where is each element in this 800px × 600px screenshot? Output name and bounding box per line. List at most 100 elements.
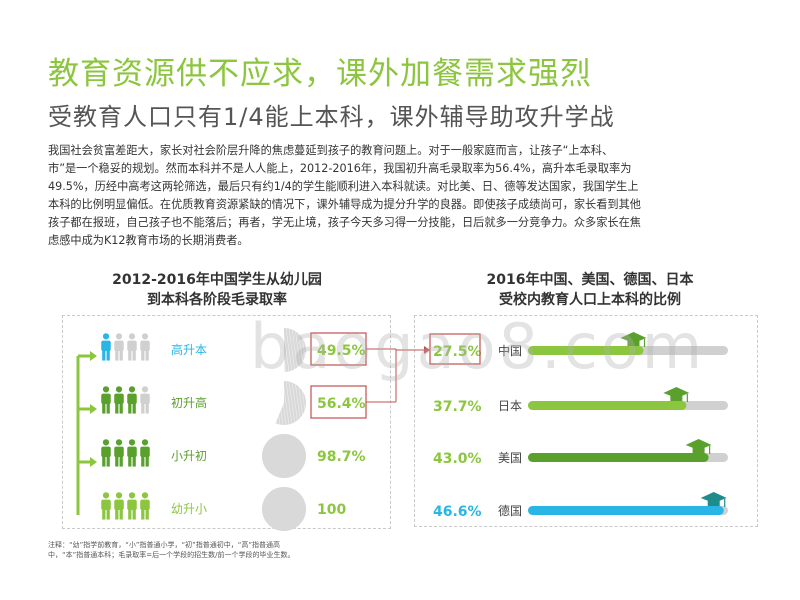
person-body [114,340,124,352]
person-leg [128,456,132,467]
hatch-line [279,380,287,426]
hatch-line [297,327,305,373]
person-body [127,393,137,405]
graduation-cap-icon [663,387,690,402]
person-leg [145,456,149,467]
intro-line: 49.5%，历经中高考这两轮筛选，最后只有约1/4的学生能顺利进入本科就读。对比… [48,180,639,193]
person-head [141,386,149,393]
left-chart-title-line: 到本科各阶段毛录取率 [147,292,287,308]
page-subtitle: 受教育人口只有1/4能上本科，课外辅导助攻升学战 [48,103,615,131]
value-label: 27.5% [433,344,482,360]
stair-arrow-icon [90,351,97,361]
value-label: 37.7% [433,399,482,415]
category-label: 中国 [498,343,522,358]
person-leg [119,350,123,361]
person-leg [115,456,119,467]
value-label: 56.4% [317,396,366,412]
hatch-line [291,380,299,426]
person-leg [106,456,110,467]
person-head [115,386,123,393]
hatch-line [285,327,293,373]
bar [528,506,724,515]
footnote-line: 注释：“幼”指学前教育，“小”指普通小学，“初”指普通初中，“高”指普通高 [48,541,281,549]
person-leg [102,350,106,361]
person-leg [132,456,136,467]
value-label: 100 [317,502,346,518]
hatch-line [276,380,284,426]
people-icon-group [101,439,150,467]
category-label: 高升本 [171,342,207,357]
person-leg [106,350,110,361]
left-chart-title-line: 2012-2016年中国学生从幼儿园 [112,272,322,288]
hatch-line [270,380,278,426]
hatch-line [288,380,296,426]
cap-board [663,387,690,398]
person-head [102,333,110,340]
intro-line: 市”是一个稳妥的规划。然而本科并不是人人能上，2012-2016年，我国初升高毛… [48,162,632,175]
bar [528,346,644,355]
footnote: 注释：“幼”指学前教育，“小”指普通小学，“初”指普通初中，“高”指普通高 中，… [48,540,398,560]
hatch-line [267,380,275,426]
connector-arrow-icon [424,346,430,354]
highlight-box-3 [429,333,481,365]
value-label: 98.7% [317,449,366,465]
person-body [101,499,111,511]
left-chart-title: 2012-2016年中国学生从幼儿园 到本科各阶段毛录取率 [72,270,362,310]
cap-board [700,492,727,503]
cap-base [627,339,640,346]
hatch-line [261,327,269,373]
left-chart-panel [62,315,391,529]
person-leg [132,403,136,414]
person-head [115,439,123,446]
hatch-line [294,380,302,426]
hatch-line [261,380,269,426]
bar [528,453,709,462]
cap-base [692,446,705,453]
hatch-line [276,327,284,373]
people-icon-group [101,333,150,361]
person-body [101,446,111,458]
person-head [128,386,136,393]
hatch-line [270,327,278,373]
hatch-line [303,380,311,426]
person-body [114,446,124,458]
hatch-line [264,380,272,426]
category-label: 日本 [498,399,522,413]
person-body [127,499,137,511]
hatch-line [297,380,305,426]
hatch-line [285,380,293,426]
person-leg [145,509,149,520]
person-body [140,446,150,458]
category-label: 美国 [498,451,522,465]
stair-arrow-icon [90,404,97,414]
right-chart-panel [414,315,758,527]
person-body [127,340,137,352]
person-head [128,439,136,446]
hatch-line [291,327,299,373]
ratio-circle-fill [262,487,306,531]
intro-line: 孩子都在报班，自己孩子也不能落后；再者，学无止境，孩子今天多习得一分技能，日后就… [48,216,641,229]
person-leg [106,509,110,520]
category-label: 德国 [498,503,522,518]
intro-paragraph: 我国社会贫富差距大，家长对社会阶层升降的焦虑蔓延到孩子的教育问题上。对于一般家庭… [48,142,760,250]
hatch-line [300,380,308,426]
person-head [141,492,149,499]
hatch-line [273,327,281,373]
graduation-cap-icon [685,439,712,454]
watermark: baogao8.com [250,310,706,383]
ratio-circle-fill [275,381,307,425]
person-leg [119,456,123,467]
person-leg [115,509,119,520]
person-body [127,446,137,458]
person-body [101,393,111,405]
person-leg [128,350,132,361]
person-leg [119,509,123,520]
graduation-cap-icon [620,332,647,347]
intro-line: 虑感中成为K12教育市场的长期消费者。 [48,234,249,247]
person-body [114,499,124,511]
person-body [101,340,111,352]
right-chart-title: 2016年中国、美国、德国、日本 受校内教育人口上本科的比例 [440,270,740,310]
person-head [115,492,123,499]
person-leg [145,403,149,414]
